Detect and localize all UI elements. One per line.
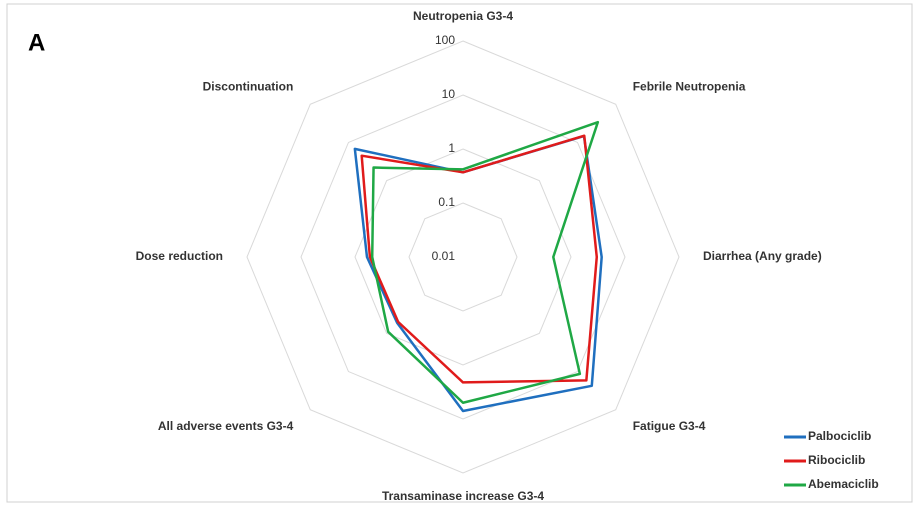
r-tick-label: 0.1: [438, 195, 455, 209]
legend-label: Palbociclib: [808, 429, 871, 443]
grid-ring: [246, 40, 680, 474]
axis-label: Transaminase increase G3-4: [382, 489, 544, 503]
grid-ring: [354, 148, 572, 366]
frame: [6, 3, 913, 503]
legend-label: Abemaciclib: [808, 477, 879, 491]
axis-label: Dose reduction: [136, 249, 223, 263]
axis-label: Neutropenia G3-4: [413, 9, 513, 23]
axis-label: Fatigue G3-4: [633, 419, 706, 433]
r-tick-label: 1: [448, 141, 455, 155]
legend-label: Ribociclib: [808, 453, 865, 467]
grid-ring: [408, 202, 518, 312]
r-tick-label: 10: [442, 87, 456, 101]
r-tick-label: 100: [435, 33, 455, 47]
axis-label: Discontinuation: [203, 79, 294, 93]
series-line: [370, 120, 600, 404]
series-line: [353, 134, 603, 413]
axis-label: Febrile Neutropenia: [633, 79, 746, 93]
axis-label: Diarrhea (Any grade): [703, 249, 822, 263]
grid-ring: [300, 94, 626, 420]
r-tick-label: 0.01: [432, 249, 456, 263]
axis-label: All adverse events G3-4: [158, 419, 294, 433]
panel-label: A: [28, 29, 45, 56]
series-line: [360, 134, 599, 384]
